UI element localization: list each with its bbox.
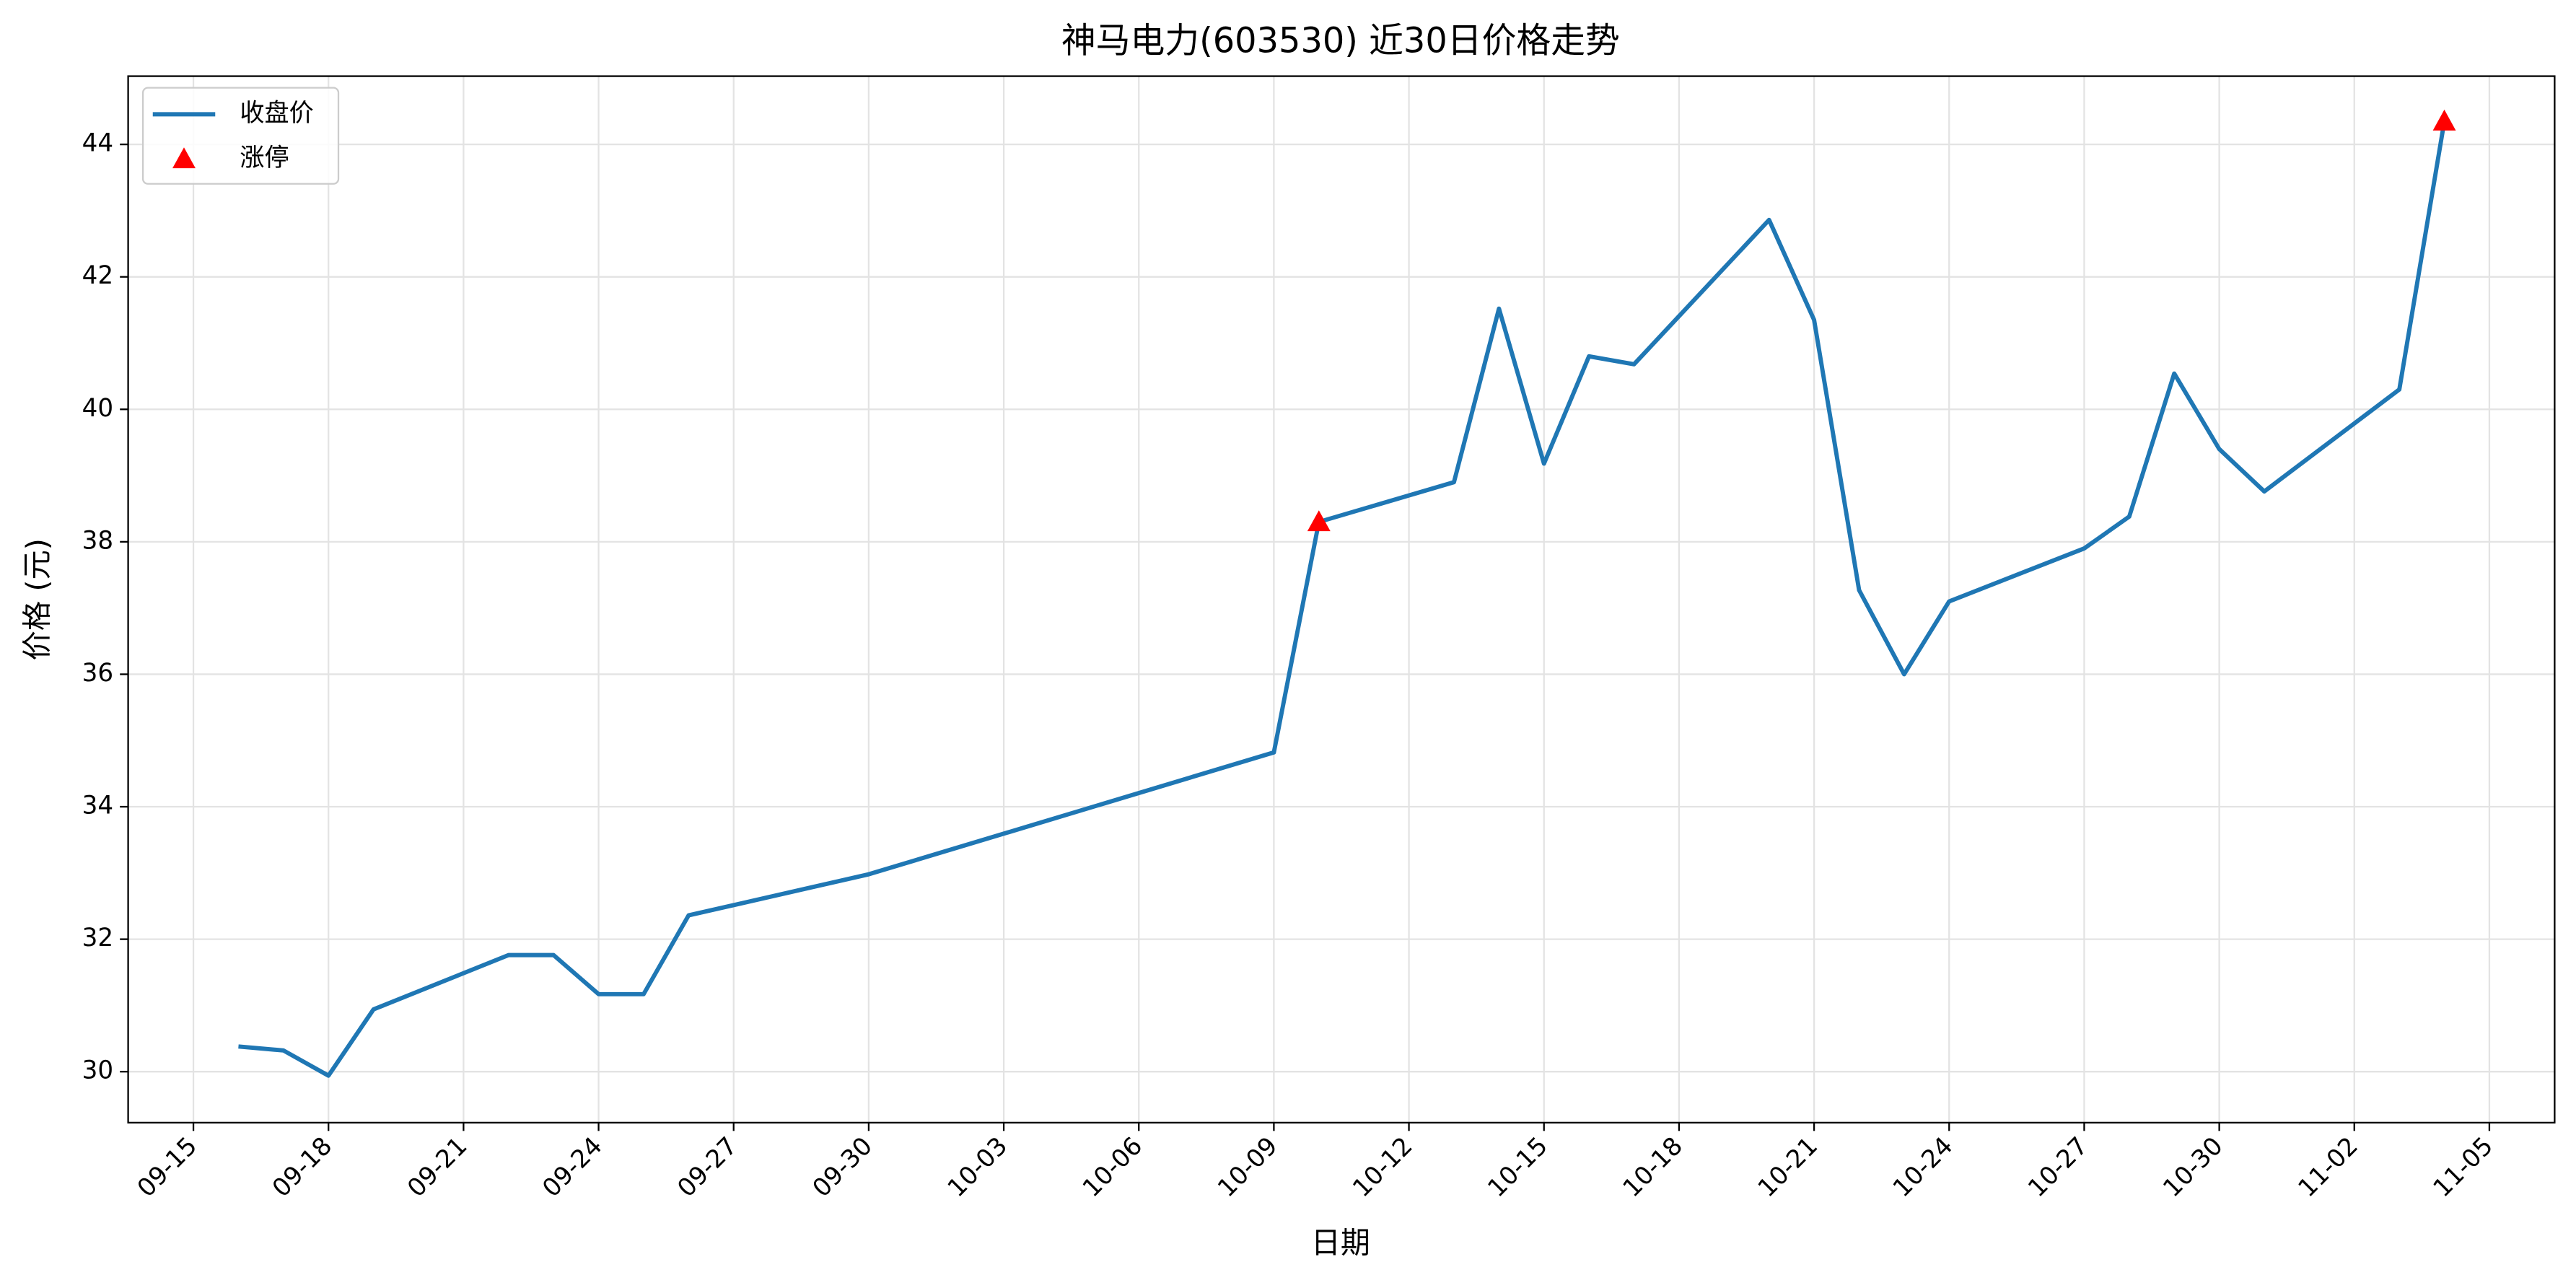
x-axis-label: 日期: [1311, 1226, 1370, 1261]
price-line: [238, 121, 2447, 1078]
y-tick-label: 36: [82, 659, 113, 688]
y-axis-label: 价格 (元): [20, 538, 55, 660]
legend-label: 涨停: [240, 144, 289, 172]
plot: [238, 109, 2456, 1078]
y-tick-label: 42: [82, 261, 113, 290]
y-tick-label: 32: [82, 924, 113, 952]
limit-up-marker: [2432, 109, 2456, 131]
y-tick-label: 44: [82, 129, 113, 158]
y-tick-label: 34: [82, 791, 113, 820]
grid: [128, 76, 2555, 1123]
limit-up-marker: [1307, 510, 1331, 532]
legend-label: 收盘价: [240, 99, 313, 128]
y-tick-label: 30: [82, 1056, 113, 1085]
plot-frame: [127, 75, 2556, 1124]
chart-title: 神马电力(603530) 近30日价格走势: [1061, 21, 1620, 61]
legend-box: [141, 87, 340, 185]
legend-marker: [172, 147, 196, 169]
y-tick-label: 38: [82, 526, 113, 555]
y-tick-label: 40: [82, 394, 113, 423]
